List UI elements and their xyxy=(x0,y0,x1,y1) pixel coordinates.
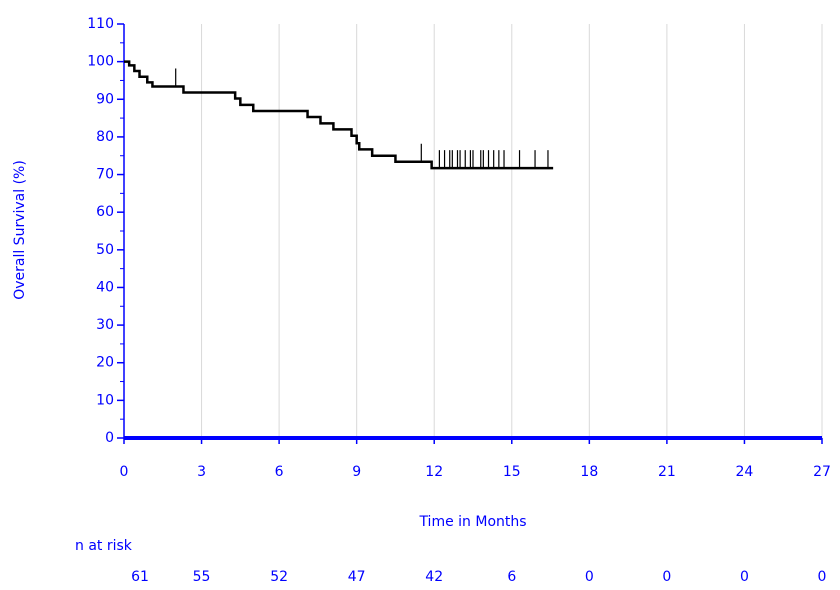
x-tick-label: 6 xyxy=(275,464,284,480)
y-tick-label: 70 xyxy=(96,167,114,183)
x-tick-label: 18 xyxy=(580,464,598,480)
y-tick-label: 90 xyxy=(96,91,114,107)
x-tick-label: 3 xyxy=(197,464,206,480)
risk-count: 47 xyxy=(348,569,366,585)
y-tick-label: 30 xyxy=(96,317,114,333)
risk-count: 0 xyxy=(740,569,749,585)
y-axis-label: Overall Survival (%) xyxy=(12,160,28,300)
x-tick-label: 21 xyxy=(658,464,676,480)
y-tick-label: 40 xyxy=(96,279,114,295)
risk-count: 55 xyxy=(193,569,211,585)
x-axis-label: Time in Months xyxy=(418,514,526,530)
survival-curve xyxy=(124,60,554,170)
y-tick-label: 110 xyxy=(87,16,114,32)
y-tick-label: 60 xyxy=(96,204,114,220)
y-tick-label: 20 xyxy=(96,355,114,371)
risk-count: 6 xyxy=(507,569,516,585)
y-tick-label: 100 xyxy=(87,54,114,70)
risk-count: 42 xyxy=(425,569,443,585)
y-tick-label: 10 xyxy=(96,392,114,408)
y-tick-label: 0 xyxy=(105,430,114,446)
risk-count: 0 xyxy=(818,569,827,585)
risk-count: 0 xyxy=(585,569,594,585)
risk-count: 61 xyxy=(131,569,149,585)
risk-table-label: n at risk xyxy=(75,538,133,554)
x-tick-label: 15 xyxy=(503,464,521,480)
y-tick-label: 50 xyxy=(96,242,114,258)
risk-count: 0 xyxy=(662,569,671,585)
x-tick-label: 27 xyxy=(813,464,831,480)
x-tick-label: 12 xyxy=(425,464,443,480)
y-tick-label: 80 xyxy=(96,129,114,145)
x-tick-label: 9 xyxy=(352,464,361,480)
risk-count: 52 xyxy=(270,569,288,585)
x-tick-label: 24 xyxy=(736,464,754,480)
x-tick-label: 0 xyxy=(120,464,129,480)
